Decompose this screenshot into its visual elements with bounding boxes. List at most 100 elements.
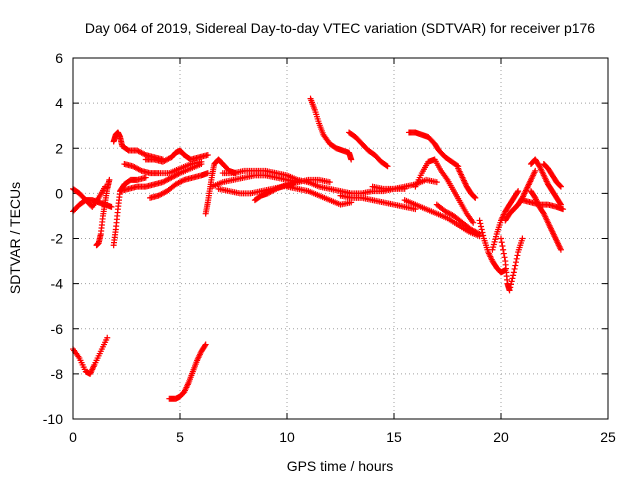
y-tick-label: 6 [55, 50, 63, 66]
data-point [507, 284, 514, 291]
data-point [478, 226, 485, 233]
data-point [498, 235, 504, 242]
y-tick-label: 4 [55, 95, 63, 111]
data-point [515, 188, 522, 195]
series-arc-27 [433, 201, 483, 237]
data-point [477, 220, 484, 227]
data-point [557, 246, 564, 253]
series-arc-24 [455, 165, 479, 201]
data-point [142, 174, 149, 181]
data-point [454, 162, 461, 169]
data-point [490, 241, 497, 248]
series-arc-19 [346, 129, 391, 170]
series-arc-01 [70, 334, 111, 377]
series-arc-30 [498, 235, 526, 294]
data-point [348, 156, 355, 163]
data-point [557, 182, 564, 189]
data-point [479, 229, 486, 236]
x-tick-label: 25 [600, 429, 616, 445]
data-point [489, 246, 496, 253]
data-point [204, 152, 211, 159]
data-point [509, 275, 516, 282]
y-axis-label: SDTVAR / TECUs [7, 182, 23, 294]
data-point [557, 183, 564, 190]
y-tick-label: -6 [51, 321, 64, 337]
grid-lines [73, 58, 608, 419]
series-arc-09 [121, 158, 205, 177]
data-point [511, 265, 518, 272]
data-point [500, 250, 507, 257]
y-tick-label: 2 [55, 140, 63, 156]
data-point [490, 244, 497, 251]
series-arc-02 [166, 341, 209, 402]
data-point [104, 334, 111, 341]
x-axis-label: GPS time / hours [287, 458, 394, 474]
data-point [478, 223, 485, 230]
data-point [508, 278, 515, 285]
data-point [499, 243, 506, 250]
data-point [506, 287, 513, 294]
data-point [492, 236, 499, 243]
series-arc-32 [527, 156, 564, 208]
y-tick-label: -4 [51, 276, 64, 292]
data-point [433, 179, 440, 186]
series-arc-33 [540, 161, 564, 190]
y-tick-label: -10 [43, 411, 63, 427]
data-point [383, 162, 390, 169]
y-tick-label: -8 [51, 366, 64, 382]
data-point [512, 262, 519, 269]
series-arc-25 [412, 156, 477, 226]
y-tick-label: 0 [55, 185, 63, 201]
series-arc-16 [251, 176, 333, 204]
data-point [512, 259, 519, 266]
data-point [471, 194, 478, 201]
series-arc-05 [93, 176, 113, 249]
data-point [510, 269, 517, 276]
chart-title: Day 064 of 2019, Sidereal Day-to-day VTE… [85, 20, 595, 36]
series-arc-31 [502, 167, 539, 224]
data-point [106, 176, 113, 183]
data-point [507, 281, 514, 288]
data-point [560, 206, 567, 213]
series-arc-08 [142, 147, 211, 165]
data-point [480, 232, 487, 239]
series-arc-17 [284, 183, 355, 208]
x-tick-label: 5 [176, 429, 184, 445]
y-tick-label: -2 [51, 231, 64, 247]
data-point [198, 161, 205, 168]
data-point [326, 179, 333, 186]
data-point [476, 217, 483, 224]
data-point [514, 252, 521, 259]
series-arc-11 [147, 170, 211, 201]
data-point [493, 233, 500, 240]
data-point [514, 189, 521, 196]
x-tick-label: 20 [493, 429, 509, 445]
data-point [202, 341, 209, 348]
x-tick-label: 0 [69, 429, 77, 445]
series-arc-04 [70, 183, 109, 210]
data-point [519, 235, 526, 242]
x-tick-label: 15 [386, 429, 402, 445]
data-point [500, 246, 507, 253]
series-arc-06 [110, 174, 149, 249]
series-arc-18 [307, 95, 355, 163]
series-arc-23 [405, 129, 462, 170]
series-arc-10 [117, 161, 205, 195]
series-arc-29 [489, 188, 522, 253]
data-point [201, 342, 208, 349]
data-point [472, 194, 479, 201]
data-point [384, 163, 391, 170]
series-arc-35 [519, 197, 567, 213]
plot-frame [72, 57, 609, 420]
data-point [470, 219, 477, 226]
data-points [70, 95, 567, 402]
data-point [510, 272, 517, 279]
data-point [491, 238, 498, 245]
x-axis-ticks: 0 5 10 15 20 25 [69, 58, 616, 445]
data-point [513, 255, 520, 262]
series-arc-21 [337, 192, 419, 213]
data-point [498, 239, 505, 246]
data-point [501, 254, 508, 261]
data-point [108, 203, 115, 210]
